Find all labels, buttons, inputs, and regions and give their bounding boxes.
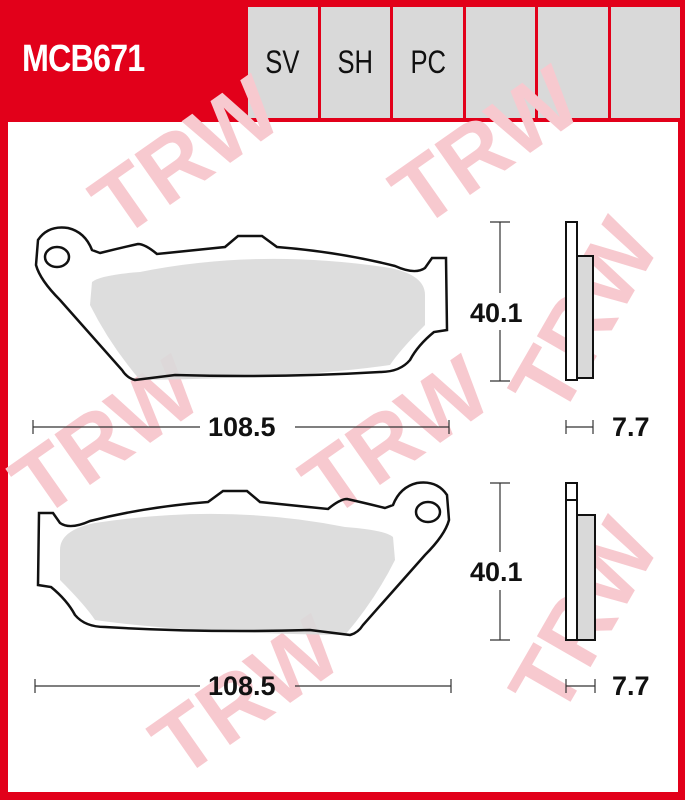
brake-pad-bottom bbox=[36, 481, 451, 637]
compound-cells: SV SH PC bbox=[248, 7, 680, 118]
height-label: 40.1 bbox=[470, 298, 523, 328]
svg-text:TRW: TRW bbox=[74, 58, 298, 257]
watermark: TRW TRW TRW TRW TRW TRW TRW bbox=[0, 48, 679, 797]
thickness-label: 7.7 bbox=[612, 412, 650, 442]
compound-cell: SV bbox=[248, 7, 318, 118]
width-label: 108.5 bbox=[208, 412, 276, 442]
compound-label: SV bbox=[265, 44, 300, 80]
compound-cell: SH bbox=[320, 7, 390, 118]
compound-cell bbox=[610, 7, 680, 118]
dimension-lines-bottom bbox=[34, 482, 596, 693]
compound-cell: PC bbox=[393, 7, 463, 118]
svg-text:TRW: TRW bbox=[374, 48, 598, 247]
side-view-top bbox=[565, 221, 594, 381]
dimension-lines-top bbox=[32, 221, 594, 434]
side-view-bottom bbox=[565, 482, 596, 641]
compound-cell bbox=[465, 7, 535, 118]
brake-pad-top bbox=[34, 226, 449, 382]
compound-cell bbox=[538, 7, 608, 118]
compound-label: SH bbox=[337, 44, 374, 80]
height-label: 40.1 bbox=[470, 557, 523, 587]
compound-label: PC bbox=[409, 44, 446, 80]
thickness-label: 7.7 bbox=[612, 671, 650, 701]
width-label: 108.5 bbox=[208, 671, 276, 701]
part-number: MCB671 bbox=[22, 38, 145, 80]
